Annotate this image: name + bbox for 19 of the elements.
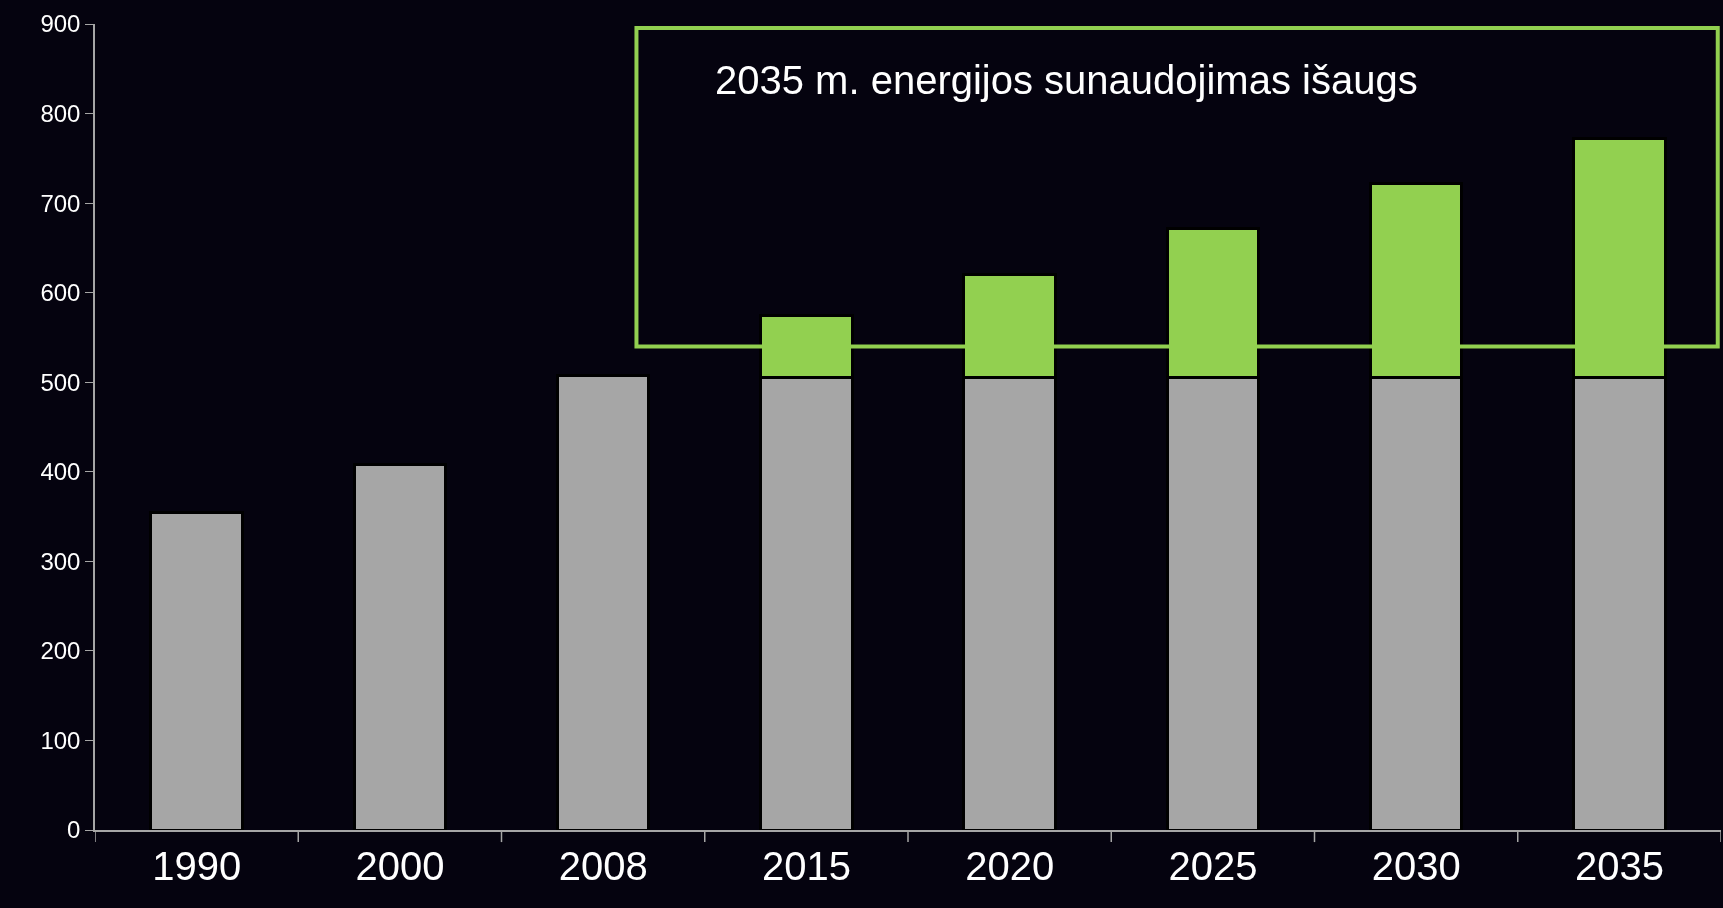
x-tick-label: 2008 [558,843,648,888]
y-tick-label: 500 [40,368,81,396]
y-tick-label: 800 [40,99,81,127]
x-tick-label: 2035 [1574,843,1664,888]
y-tick-label: 300 [40,547,81,575]
y-tick-label: 100 [40,726,81,754]
x-tick-label: 1990 [152,843,242,888]
y-tick-label: 600 [40,279,81,307]
y-tick-label: 200 [40,637,81,665]
x-tick-label: 2015 [761,843,851,888]
y-tick-label: 400 [40,458,81,486]
y-tick-label: 900 [40,10,81,38]
x-tick-label: 2025 [1168,843,1258,888]
x-tick-label: 2020 [965,843,1055,888]
x-tick-label: 2030 [1371,843,1461,888]
annotation: 2035 m. energijos sunaudojimas išaugs [715,58,1418,102]
y-tick-label: 0 [67,816,81,844]
y-tick-label: 700 [40,189,81,217]
x-tick-label: 2000 [355,843,445,888]
